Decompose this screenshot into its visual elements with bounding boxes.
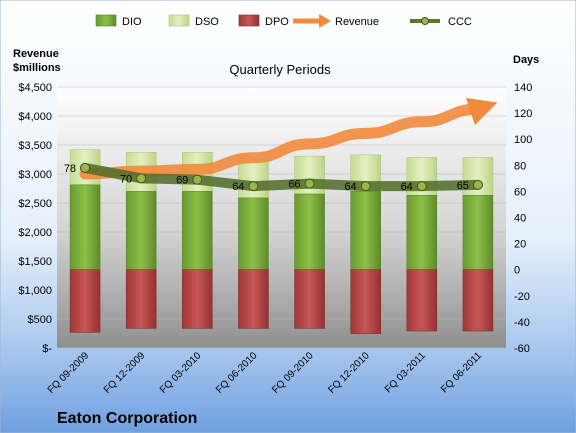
ccc-point xyxy=(192,174,203,185)
legend-label: CCC xyxy=(448,16,472,28)
legend-label: Revenue xyxy=(335,16,379,28)
legend-swatch-head xyxy=(319,14,331,28)
right-tick-label: 100 xyxy=(514,134,532,146)
bar-dpo xyxy=(238,269,269,329)
left-tick-label: $- xyxy=(42,343,52,355)
bar-dio xyxy=(294,193,325,270)
bar-dio xyxy=(350,191,381,270)
right-axis-ticks: -60 -40 -20 0 20 40 60 80 100 120 140 xyxy=(514,82,532,355)
ccc-point xyxy=(304,178,315,189)
company-name: Eaton Corporation xyxy=(57,410,197,427)
legend-label: DIO xyxy=(122,16,142,28)
bar-dio xyxy=(238,197,269,270)
ccc-label: 64 xyxy=(232,181,244,193)
ccc-label: 64 xyxy=(344,181,356,193)
right-tick-label: 40 xyxy=(514,213,526,225)
ccc-label: 65 xyxy=(457,180,469,192)
bar-dio xyxy=(406,195,438,270)
ccc-point xyxy=(80,162,91,173)
left-tick-label: $1,500 xyxy=(18,256,52,268)
bar-dpo xyxy=(350,269,381,334)
bars xyxy=(69,149,494,334)
bar-dio xyxy=(69,184,101,270)
right-tick-label: 140 xyxy=(514,82,532,94)
revenue-series xyxy=(79,97,498,180)
bar-dpo xyxy=(294,269,325,329)
ccc-point xyxy=(472,179,483,190)
left-tick-label: $3,000 xyxy=(18,169,52,181)
bar-dpo xyxy=(182,269,213,329)
legend-label: DPO xyxy=(265,16,289,28)
bar-dpo xyxy=(462,269,494,332)
bar-dio xyxy=(125,191,157,270)
right-tick-label: 80 xyxy=(514,160,526,172)
left-tick-label: $4,500 xyxy=(18,82,52,94)
ccc-label: 70 xyxy=(120,173,132,185)
right-tick-label: -20 xyxy=(514,291,530,303)
chart-title: Quarterly Periods xyxy=(229,62,331,77)
bar-dpo xyxy=(406,269,438,332)
right-tick-label: 120 xyxy=(514,108,532,120)
left-axis-label-line2: $millions xyxy=(13,62,61,74)
ccc-point xyxy=(136,173,147,184)
left-tick-label: $500 xyxy=(28,314,52,326)
legend: DIO DSO DPO Revenue CCC xyxy=(95,14,472,28)
ccc-point xyxy=(248,181,259,192)
bar-dpo xyxy=(125,269,157,329)
plot-area xyxy=(57,87,506,348)
left-tick-label: $2,000 xyxy=(18,227,52,239)
left-tick-label: $1,000 xyxy=(18,285,52,297)
ccc-point xyxy=(360,181,371,192)
left-axis-ticks: $- $500 $1,000 $1,500 $2,000 $2,500 $3,000 $3,5… xyxy=(18,82,52,355)
right-tick-label: -60 xyxy=(514,343,530,355)
right-tick-label: 0 xyxy=(514,265,520,277)
left-tick-label: $4,000 xyxy=(18,111,52,123)
ccc-line xyxy=(80,162,483,192)
ccc-label: 78 xyxy=(64,163,76,175)
right-tick-label: 20 xyxy=(514,239,526,251)
ccc-point xyxy=(416,181,427,192)
ccc-label: 64 xyxy=(401,181,413,193)
left-tick-label: $3,500 xyxy=(18,140,52,152)
legend-swatch xyxy=(238,14,260,27)
right-tick-label: -40 xyxy=(514,317,530,329)
left-axis-label-line1: Revenue xyxy=(13,48,59,60)
legend-marker xyxy=(421,17,429,25)
ccc-series: 78 70 69 64 66 64 64 65 xyxy=(64,162,483,193)
left-tick-label: $2,500 xyxy=(18,198,52,210)
bar-dpo xyxy=(69,269,101,333)
revenue-arrow xyxy=(79,97,498,180)
right-axis-label: Days xyxy=(513,54,539,66)
ccc-label: 66 xyxy=(288,179,300,191)
bar-dio xyxy=(462,195,494,270)
legend-label: DSO xyxy=(195,16,219,28)
bar-dio xyxy=(182,191,213,270)
legend-swatch xyxy=(95,14,117,27)
right-tick-label: 60 xyxy=(514,186,526,198)
ccc-label: 69 xyxy=(176,175,188,187)
legend-swatch xyxy=(168,14,190,27)
